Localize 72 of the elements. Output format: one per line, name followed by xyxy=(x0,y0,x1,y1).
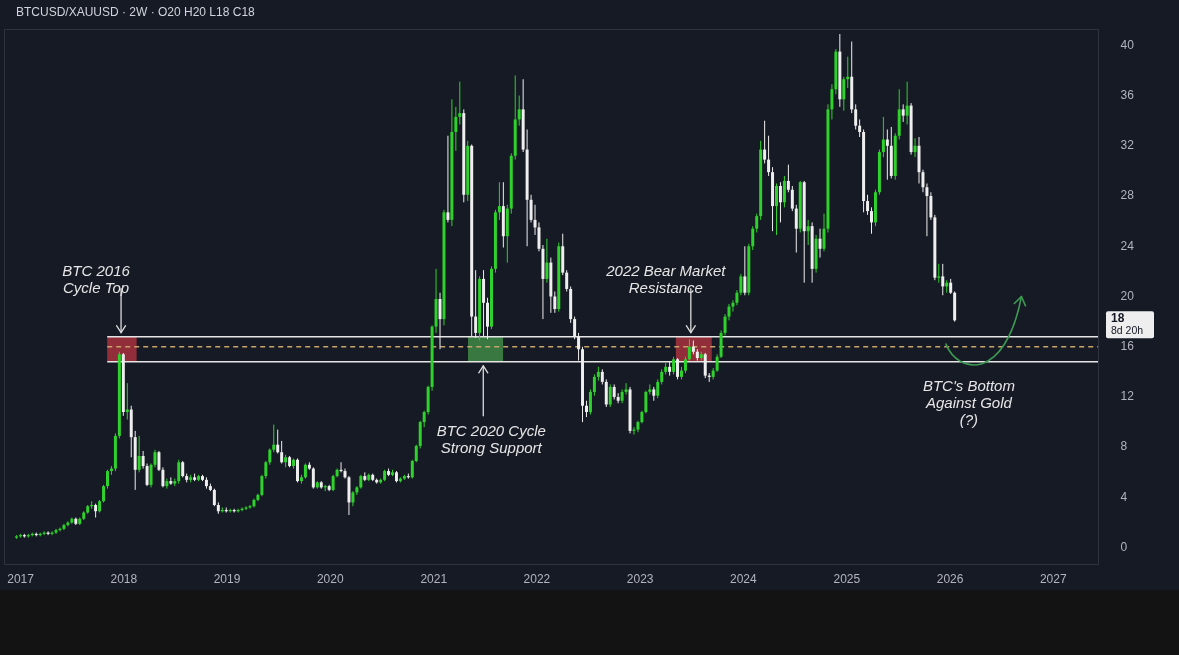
x-tick-label: 2023 xyxy=(626,571,654,586)
candlestick xyxy=(751,225,755,251)
candlestick xyxy=(775,182,778,236)
x-tick-label: 2017 xyxy=(7,571,35,586)
candlestick xyxy=(854,103,858,130)
x-tick-label: 2021 xyxy=(420,571,448,586)
candlestick xyxy=(272,424,276,453)
candlestick xyxy=(105,469,109,490)
y-tick-label: 8 xyxy=(1120,439,1128,454)
candlestick xyxy=(276,429,280,454)
candlestick xyxy=(870,206,874,235)
candlestick xyxy=(913,137,917,158)
candlestick xyxy=(767,135,771,177)
price-tag: 18 8d 20h xyxy=(1106,311,1154,339)
x-tick-label: 2020 xyxy=(316,571,344,586)
x-tick-label: 2025 xyxy=(833,571,861,586)
candlestick xyxy=(244,505,248,511)
candlestick xyxy=(782,175,786,208)
candlestick xyxy=(604,378,608,408)
y-tick-label: 4 xyxy=(1120,489,1128,504)
candlestick xyxy=(881,116,885,158)
candlestick xyxy=(937,263,941,284)
annotation: BTC 2016 Cycle Top xyxy=(62,261,131,296)
candlestick xyxy=(311,466,315,490)
candlestick xyxy=(806,219,810,246)
x-tick-label: 2027 xyxy=(1039,571,1067,586)
candlestick xyxy=(885,128,889,181)
y-tick-label: 24 xyxy=(1120,238,1135,253)
candlestick xyxy=(763,120,767,164)
candlestick xyxy=(446,135,450,223)
candlestick xyxy=(608,383,612,408)
candlestick xyxy=(755,213,759,233)
candlestick xyxy=(592,373,596,397)
x-tick-label: 2018 xyxy=(110,571,138,586)
x-tick-label: 2026 xyxy=(936,571,964,586)
candlestick xyxy=(866,194,870,216)
x-tick-label: 2022 xyxy=(523,571,551,586)
chart-title: BTCUSD/XAUUSD · 2W · O20 H20 L18 C18 xyxy=(16,5,256,19)
candlestick xyxy=(165,478,169,490)
candlestick xyxy=(794,204,798,254)
y-tick-label: 12 xyxy=(1120,389,1135,404)
y-tick-label: 40 xyxy=(1120,37,1135,52)
annotation: BTC's Bottom Against Gold (?) xyxy=(922,377,1015,429)
candlestick xyxy=(778,181,782,223)
x-tick-label: 2024 xyxy=(730,571,758,586)
y-tick-label: 28 xyxy=(1120,188,1135,203)
candlestick xyxy=(545,238,549,284)
candlestick xyxy=(941,263,945,296)
candlestick xyxy=(790,185,794,212)
candlestick xyxy=(687,338,691,362)
candlestick xyxy=(177,459,181,485)
candlestick xyxy=(565,269,569,292)
annotation: 2022 Bear Market Resistance xyxy=(605,261,727,296)
y-tick-label: 20 xyxy=(1120,288,1135,303)
candlestick xyxy=(280,440,284,465)
candlestick xyxy=(842,76,846,112)
candlestick xyxy=(905,81,909,125)
y-tick-label: 36 xyxy=(1120,87,1135,102)
candlestick xyxy=(517,95,521,127)
x-tick-label: 2019 xyxy=(213,571,241,586)
candlestick xyxy=(497,181,501,221)
candlestick xyxy=(656,378,660,399)
candlestick xyxy=(137,435,141,473)
candlestick xyxy=(818,228,822,259)
candlestick xyxy=(418,420,422,449)
y-tick-label: 32 xyxy=(1120,138,1135,153)
y-tick-label: 0 xyxy=(1120,539,1128,554)
y-tick-label: 16 xyxy=(1120,338,1135,353)
annotation: BTC 2020 Cycle Strong Support xyxy=(436,421,546,456)
candlestick xyxy=(743,245,747,296)
candlestick xyxy=(786,164,790,193)
candlestick xyxy=(410,459,414,480)
